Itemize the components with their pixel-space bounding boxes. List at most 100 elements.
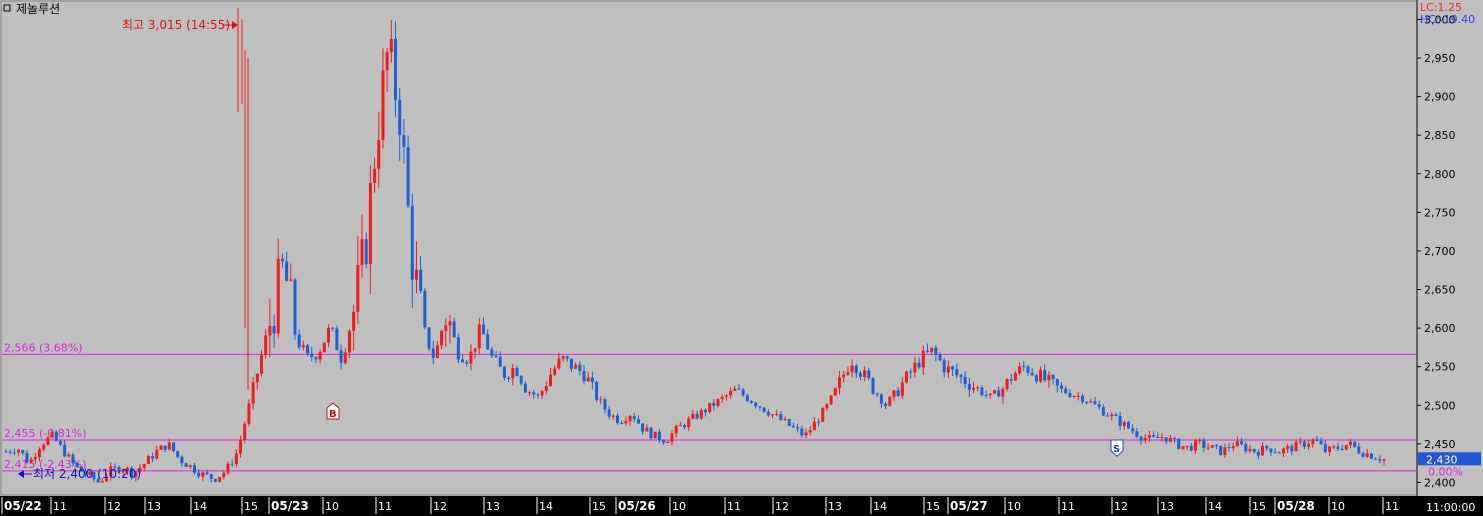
candle-body — [821, 408, 825, 422]
candle-body — [406, 147, 410, 206]
x-tick-label: 11 — [1385, 500, 1399, 513]
candle-body — [8, 451, 12, 453]
candle-body — [109, 466, 113, 477]
candle-body — [1106, 415, 1110, 417]
candle-body — [1080, 395, 1084, 402]
candle-body — [1089, 401, 1093, 403]
candle-body — [1156, 436, 1160, 439]
candle-body — [498, 356, 502, 367]
candle-body — [624, 421, 628, 424]
y-tick-label: 2,900 — [1424, 91, 1456, 104]
candle-body — [666, 442, 670, 444]
candle-body — [884, 403, 888, 406]
candle-body — [842, 374, 846, 378]
candle-body — [804, 432, 808, 436]
candle-body — [172, 442, 176, 452]
buy-marker[interactable] — [326, 402, 340, 420]
candle-body — [50, 431, 54, 438]
candle-body — [1101, 407, 1105, 416]
candle-body — [490, 349, 494, 356]
candle-body — [997, 390, 1001, 397]
candle-body — [603, 399, 607, 410]
candle-body — [762, 407, 766, 412]
candle-body — [955, 369, 959, 376]
candle-body — [213, 478, 217, 482]
candle-body — [905, 371, 909, 383]
candle-body — [938, 354, 942, 361]
candle-body — [553, 368, 557, 375]
candle-body — [255, 373, 259, 382]
candle-body — [1269, 448, 1273, 453]
x-tick-label: 14 — [873, 500, 887, 513]
candle-body — [775, 414, 779, 416]
sell-marker[interactable] — [1110, 439, 1124, 457]
candle-body — [779, 414, 783, 421]
candle-body — [1311, 439, 1315, 445]
candle-body — [1147, 434, 1151, 438]
candle-body — [142, 464, 146, 468]
candle-body — [272, 325, 276, 334]
candle-body — [38, 449, 42, 458]
candle-body — [858, 373, 862, 377]
candle-body — [1093, 401, 1097, 405]
candle-body — [1076, 395, 1080, 397]
candle-body — [1064, 388, 1068, 394]
y-tick-label: 2,750 — [1424, 206, 1456, 219]
reference-line-label: 2,566 (3.68%) — [4, 341, 83, 354]
candle-body — [716, 399, 720, 406]
candle-body — [812, 421, 816, 431]
candle-body — [984, 394, 988, 396]
candle-body — [151, 456, 155, 459]
candle-body — [197, 472, 201, 477]
candle-body — [1206, 447, 1210, 449]
candle-body — [502, 366, 506, 378]
candle-body — [1240, 441, 1244, 445]
candle-body — [691, 413, 695, 419]
candle-body — [1374, 458, 1378, 460]
candle-body — [1043, 369, 1047, 381]
candle-body — [201, 472, 205, 477]
candle-body — [808, 430, 812, 433]
candle-body — [243, 423, 247, 441]
candle-body — [1005, 378, 1009, 389]
candle-body — [641, 423, 645, 432]
candle-body — [871, 378, 875, 394]
candle-body — [1281, 448, 1285, 454]
candle-body — [4, 451, 8, 453]
candle-body — [42, 444, 46, 450]
candle-body — [297, 334, 301, 348]
candle-body — [33, 457, 37, 460]
x-tick-label: 13 — [1160, 500, 1174, 513]
candle-body — [318, 352, 322, 360]
candle-body — [343, 352, 347, 363]
current-price-box — [1418, 452, 1481, 466]
title-box-icon[interactable] — [3, 4, 11, 12]
candle-body — [192, 465, 196, 473]
candle-body — [1047, 375, 1051, 381]
candle-body — [925, 350, 929, 352]
candle-body — [1114, 414, 1118, 417]
candle-body — [184, 463, 188, 467]
lc-indicator: LC:1.25 — [1420, 1, 1462, 14]
candle-body — [515, 367, 519, 376]
candle-body — [477, 324, 481, 349]
candle-body — [687, 418, 691, 428]
candle-body — [1177, 438, 1181, 449]
candle-body — [1122, 422, 1126, 427]
candle-body — [636, 419, 640, 424]
candle-body — [875, 393, 879, 395]
x-tick-label: 13 — [828, 500, 842, 513]
candle-body — [180, 456, 184, 464]
candle-body — [402, 135, 406, 148]
x-tick-label: 11 — [1061, 500, 1075, 513]
y-tick-label: 3,000 — [1424, 13, 1456, 26]
candle-body — [662, 440, 666, 443]
candle-body — [921, 350, 925, 368]
candle-body — [130, 467, 134, 477]
candle-body — [850, 365, 854, 373]
candle-body — [301, 345, 305, 348]
candle-body — [557, 358, 561, 369]
candle-body — [410, 205, 414, 280]
candle-body — [280, 258, 284, 262]
